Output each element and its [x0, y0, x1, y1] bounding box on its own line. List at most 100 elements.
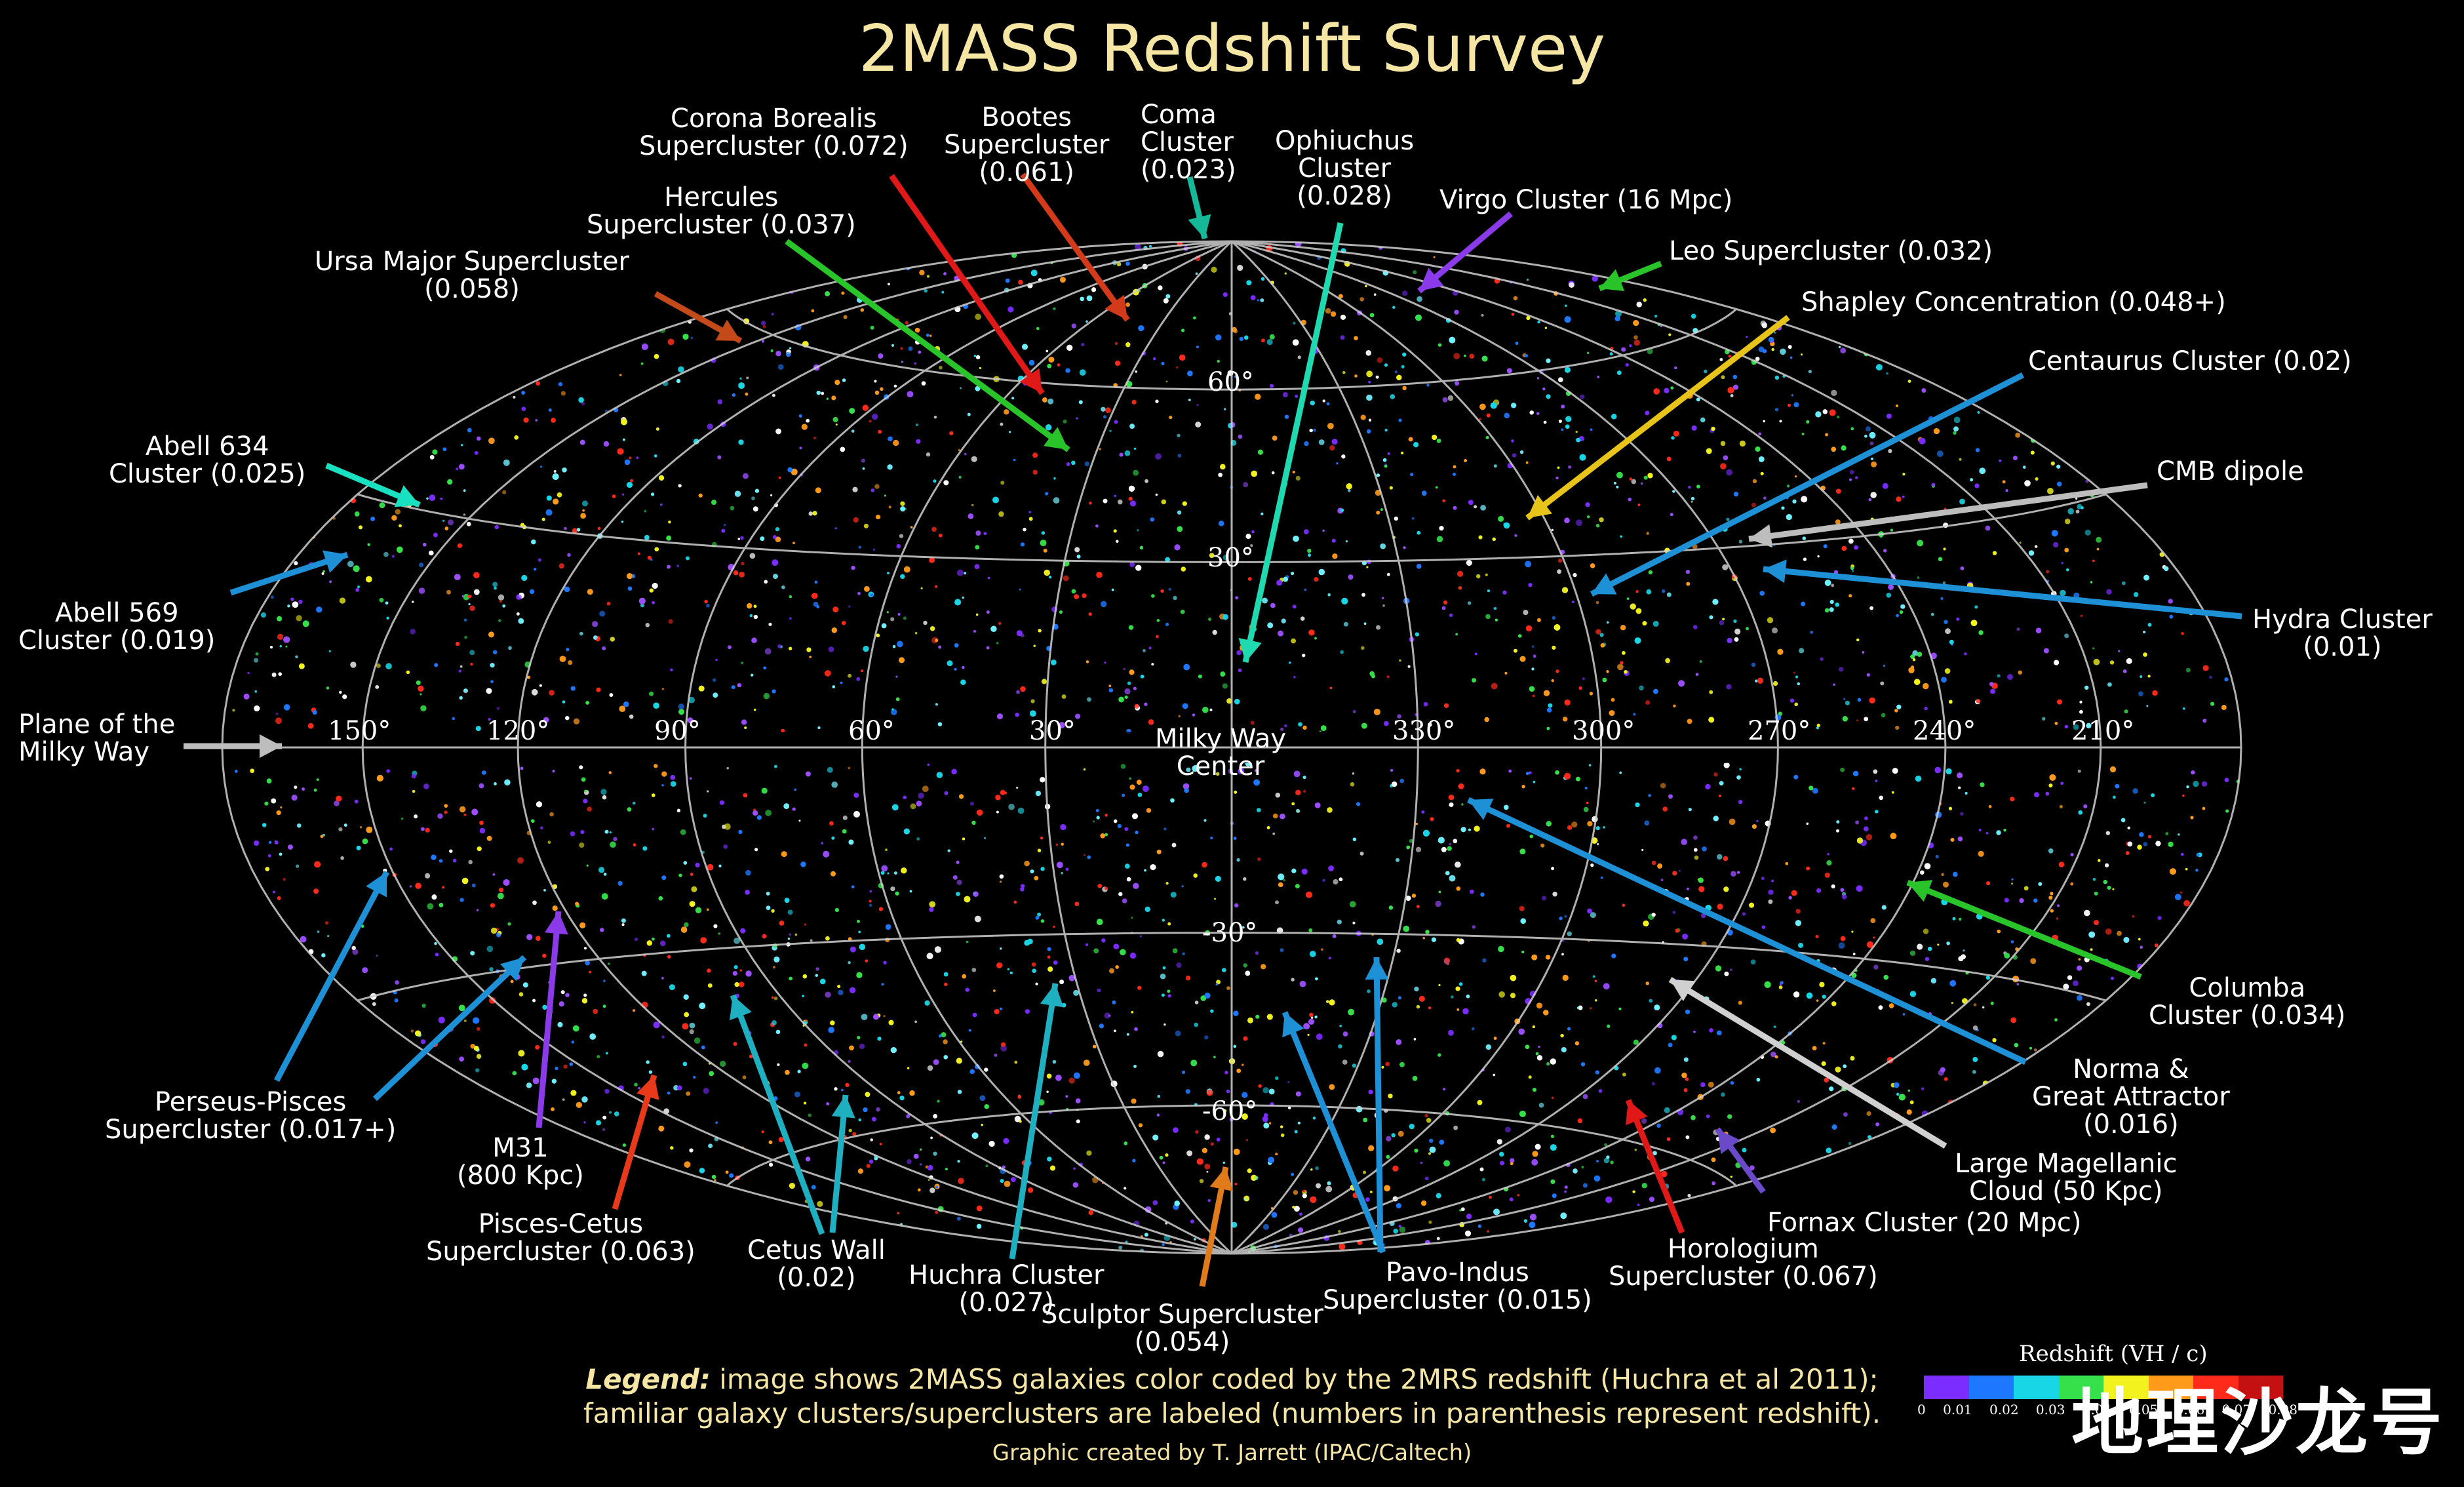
galaxy-point	[999, 881, 1002, 883]
galaxy-point	[741, 662, 744, 664]
galaxy-point	[649, 691, 654, 696]
galaxy-point	[1552, 892, 1557, 897]
galaxy-point	[1729, 968, 1732, 972]
galaxy-point	[670, 781, 676, 787]
galaxy-point	[1143, 649, 1146, 652]
galaxy-point	[313, 788, 317, 792]
galaxy-point	[941, 290, 945, 294]
galaxy-point	[1482, 958, 1487, 963]
galaxy-point	[1211, 266, 1217, 273]
galaxy-point	[1172, 948, 1178, 953]
galaxy-point	[2077, 769, 2081, 773]
galaxy-point	[1217, 359, 1220, 363]
galaxy-point	[2117, 930, 2122, 936]
galaxy-point	[1750, 959, 1756, 965]
galaxy-point	[1299, 980, 1306, 987]
galaxy-point	[1376, 625, 1381, 630]
galaxy-point	[741, 561, 745, 566]
galaxy-point	[1414, 986, 1419, 992]
galaxy-point	[1693, 835, 1698, 840]
galaxy-point	[1941, 873, 1944, 876]
galaxy-point	[1155, 493, 1158, 496]
galaxy-point	[410, 1029, 414, 1033]
galaxy-point	[1586, 351, 1590, 355]
galaxy-point	[1212, 629, 1217, 635]
galaxy-point	[1533, 654, 1536, 658]
galaxy-point	[296, 615, 302, 622]
galaxy-point	[1168, 587, 1171, 591]
galaxy-point	[1053, 497, 1060, 504]
galaxy-point	[2092, 877, 2096, 881]
galaxy-point	[1479, 1167, 1484, 1172]
galaxy-point	[720, 1060, 726, 1067]
galaxy-point	[1366, 394, 1373, 401]
galaxy-point	[1360, 414, 1366, 420]
galaxy-point	[1262, 1087, 1269, 1094]
galaxy-point	[294, 785, 298, 789]
galaxy-point	[1575, 430, 1578, 433]
galaxy-point	[870, 1138, 873, 1141]
galaxy-point	[1271, 1212, 1278, 1218]
galaxy-point	[935, 703, 938, 706]
galaxy-point	[613, 837, 617, 842]
galaxy-point	[1133, 882, 1139, 890]
galaxy-point	[1104, 1012, 1110, 1019]
galaxy-point	[1204, 1163, 1211, 1170]
galaxy-point	[1787, 485, 1790, 488]
galaxy-point	[1449, 613, 1453, 617]
galaxy-point	[763, 692, 770, 700]
galaxy-point	[1692, 625, 1698, 629]
galaxy-point	[347, 561, 354, 568]
galaxy-point	[842, 815, 848, 820]
galaxy-point	[1519, 905, 1525, 911]
galaxy-point	[2180, 891, 2183, 894]
galaxy-point	[1900, 604, 1906, 609]
galaxy-point	[861, 458, 866, 463]
galaxy-point	[789, 933, 791, 936]
galaxy-point	[1592, 275, 1598, 282]
galaxy-point	[1342, 370, 1346, 374]
galaxy-point	[421, 1003, 426, 1008]
galaxy-point	[939, 365, 943, 370]
galaxy-point	[1352, 1063, 1357, 1068]
galaxy-point	[787, 909, 793, 915]
galaxy-point	[1510, 1158, 1515, 1163]
galaxy-point	[2042, 717, 2046, 721]
galaxy-point	[2096, 536, 2102, 543]
galaxy-point	[730, 506, 735, 511]
galaxy-point	[1000, 1042, 1006, 1047]
galaxy-point	[1485, 1044, 1491, 1050]
galaxy-point	[1235, 596, 1239, 600]
galaxy-point	[1603, 1157, 1609, 1164]
galaxy-point	[1479, 418, 1481, 421]
galaxy-point	[295, 655, 298, 659]
galaxy-point	[1797, 1100, 1801, 1103]
galaxy-point	[579, 843, 585, 848]
galaxy-point	[1538, 1102, 1544, 1108]
galaxy-point	[1664, 1107, 1670, 1113]
galaxy-point	[772, 966, 775, 969]
galaxy-point	[385, 663, 392, 669]
galaxy-point	[723, 844, 728, 849]
galaxy-point	[401, 818, 404, 820]
galaxy-point	[1838, 942, 1845, 949]
galaxy-point	[1331, 439, 1338, 445]
galaxy-point	[1923, 928, 1929, 934]
galaxy-point	[1165, 622, 1169, 626]
galaxy-point	[1491, 683, 1498, 690]
galaxy-point	[423, 783, 429, 789]
galaxy-point	[1280, 727, 1284, 731]
galaxy-point	[1617, 664, 1624, 671]
galaxy-point	[1660, 783, 1666, 789]
galaxy-point	[475, 1068, 480, 1073]
galaxy-point	[1129, 562, 1135, 568]
galaxy-point	[881, 865, 888, 872]
galaxy-point	[1095, 808, 1099, 812]
galaxy-point	[1114, 342, 1118, 345]
galaxy-point	[1068, 1077, 1075, 1084]
galaxy-point	[1485, 614, 1491, 620]
galaxy-point	[1978, 850, 1984, 857]
galaxy-point	[1199, 1179, 1204, 1183]
galaxy-point	[1700, 417, 1706, 423]
galaxy-point	[835, 424, 838, 426]
